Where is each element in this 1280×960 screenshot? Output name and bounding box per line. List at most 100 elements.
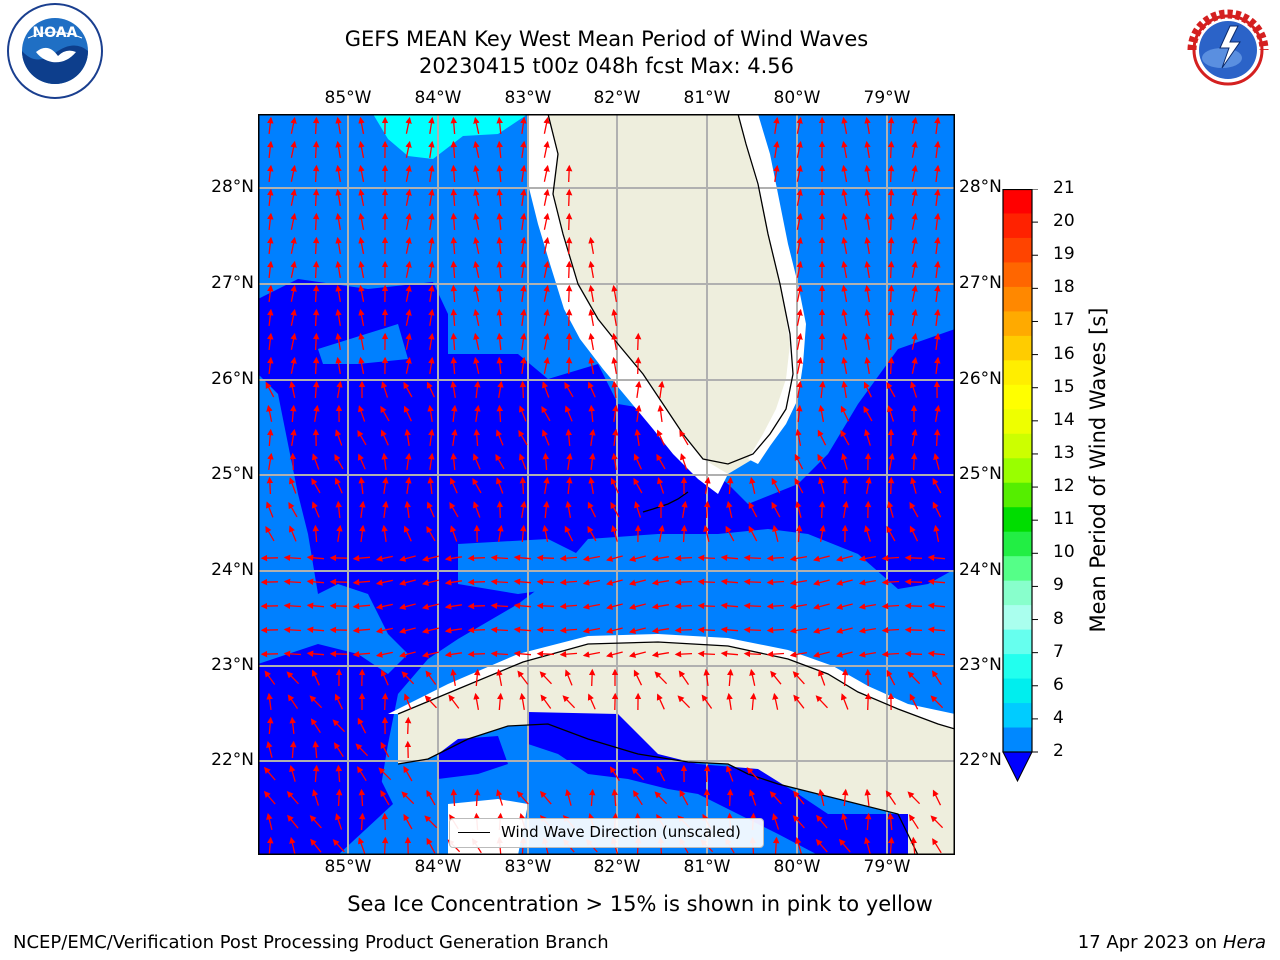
wind-wave-arrow	[357, 453, 366, 470]
wind-wave-arrow	[543, 140, 550, 158]
wind-wave-arrow	[887, 836, 895, 855]
wind-wave-arrow	[496, 668, 503, 687]
wind-wave-arrow	[263, 790, 276, 805]
wind-wave-arrow	[651, 555, 670, 562]
wind-wave-arrow	[283, 578, 302, 586]
wind-wave-arrow	[290, 284, 297, 302]
wind-wave-arrow	[451, 428, 458, 446]
wind-wave-arrow	[840, 429, 850, 446]
colorbar-segment	[1003, 629, 1032, 655]
wind-wave-arrow	[289, 716, 296, 735]
wind-wave-arrow	[312, 116, 320, 135]
wind-wave-arrow	[265, 525, 275, 542]
wind-wave-arrow	[841, 212, 848, 231]
wind-wave-arrow	[933, 524, 940, 543]
wind-wave-arrow	[426, 525, 436, 542]
wind-wave-arrow	[927, 626, 946, 633]
wind-wave-arrow	[335, 260, 342, 279]
wind-wave-arrow	[473, 332, 480, 350]
wind-wave-arrow	[290, 212, 297, 230]
wind-wave-arrow	[536, 578, 555, 586]
wind-wave-arrow	[674, 602, 693, 610]
wind-wave-arrow	[424, 815, 438, 829]
wind-wave-arrow	[654, 791, 668, 805]
wind-wave-arrow	[382, 500, 389, 518]
wind-wave-arrow	[697, 650, 716, 658]
wind-wave-arrow	[701, 694, 713, 709]
colorbar-segment	[1003, 384, 1032, 410]
wind-wave-arrow	[473, 164, 480, 182]
wind-wave-arrow	[881, 578, 900, 586]
wind-wave-arrow	[864, 692, 872, 711]
wind-wave-arrow	[681, 500, 688, 519]
colorbar-segment	[1003, 605, 1032, 631]
wind-wave-arrow	[772, 692, 779, 710]
wind-wave-arrow	[519, 692, 526, 711]
wind-wave-arrow	[536, 554, 555, 562]
wind-wave-arrow	[656, 765, 666, 782]
wind-wave-arrow	[911, 356, 918, 374]
wind-wave-arrow	[332, 839, 345, 853]
wind-wave-arrow	[336, 524, 343, 542]
wind-wave-arrow	[657, 477, 665, 494]
lat-tick-label-left: 23°N	[211, 655, 254, 675]
wind-wave-arrow	[795, 500, 802, 518]
wind-wave-arrow	[725, 525, 735, 542]
wind-wave-arrow	[934, 140, 941, 158]
wind-wave-arrow	[911, 428, 918, 447]
wind-wave-arrow	[428, 236, 435, 254]
wind-wave-arrow	[358, 405, 366, 422]
wind-wave-arrow	[358, 260, 365, 279]
wind-wave-arrow	[312, 380, 320, 399]
wind-wave-arrow	[864, 525, 871, 542]
wind-wave-arrow	[312, 284, 320, 303]
wind-wave-arrow	[404, 716, 412, 735]
wind-wave-arrow	[565, 260, 573, 279]
wind-wave-arrow	[444, 627, 462, 634]
wind-wave-arrow	[887, 332, 895, 351]
wind-wave-arrow	[450, 356, 458, 375]
colorbar-segment	[1003, 433, 1032, 459]
lon-tick-label-top: 83°W	[504, 88, 552, 108]
wind-wave-arrow	[450, 212, 458, 231]
colorbar-tick-label: 14	[1053, 409, 1075, 430]
wind-wave-arrow	[335, 500, 342, 519]
wind-wave-arrow	[490, 602, 509, 610]
wind-wave-arrow	[421, 651, 439, 658]
svg-text:NOAA: NOAA	[33, 25, 78, 41]
wind-wave-arrow	[288, 525, 297, 542]
wind-wave-arrow	[539, 790, 552, 805]
wind-wave-arrow	[720, 554, 739, 561]
wind-wave-arrow	[401, 791, 415, 805]
wind-wave-arrow	[841, 188, 848, 207]
wind-wave-arrow	[405, 332, 412, 350]
wind-wave-arrow	[582, 579, 601, 586]
wind-wave-arrow	[931, 670, 942, 686]
wind-wave-arrow	[934, 308, 941, 326]
wind-wave-arrow	[375, 651, 393, 658]
wind-wave-arrow	[864, 212, 871, 231]
wind-wave-arrow	[357, 717, 367, 734]
colorbar-tick-label: 16	[1053, 343, 1075, 364]
land-florida	[528, 114, 798, 474]
wind-wave-arrow	[401, 671, 415, 685]
wind-wave-arrow	[518, 453, 527, 470]
wind-wave-arrow	[543, 476, 550, 495]
colorbar-segment	[1003, 654, 1032, 680]
wind-wave-arrow	[497, 524, 504, 543]
wind-wave-arrow	[289, 836, 296, 854]
wind-wave-arrow	[473, 188, 480, 206]
wind-wave-arrow	[490, 554, 509, 562]
wind-wave-arrow	[606, 627, 623, 634]
wind-wave-arrow	[405, 308, 412, 326]
wind-wave-arrow	[633, 477, 643, 494]
wind-wave-arrow	[289, 380, 296, 398]
wind-wave-arrow	[796, 308, 803, 326]
wind-wave-arrow	[266, 476, 274, 495]
colorbar-segment	[1003, 213, 1032, 239]
wind-wave-arrow	[887, 308, 895, 327]
wind-wave-arrow	[450, 788, 458, 807]
lat-tick-label-right: 28°N	[959, 177, 1002, 197]
wind-wave-arrow	[680, 453, 688, 470]
wind-wave-arrow	[513, 602, 532, 609]
